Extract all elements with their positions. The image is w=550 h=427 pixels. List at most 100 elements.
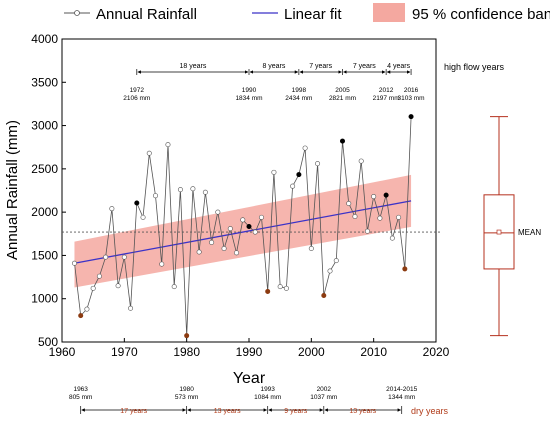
dry-interval-label: 13 years	[349, 408, 376, 415]
rainfall-point	[153, 193, 159, 199]
high-year-label: 1998	[292, 87, 307, 94]
x-axis: 1960 1970 1980 1990 2000 2010 2020	[49, 338, 450, 359]
dry-year-label: 1963	[73, 386, 88, 393]
rainfall-point	[252, 229, 258, 235]
high-interval-label: 7 years	[353, 63, 376, 70]
rainfall-point	[396, 214, 402, 220]
rainfall-point	[103, 254, 109, 260]
rainfall-point	[190, 186, 196, 192]
y-tick-label: 3500	[31, 75, 58, 89]
high-value-label: 2821 mm	[329, 95, 356, 102]
rainfall-point	[271, 169, 277, 175]
rainfall-point	[346, 200, 352, 206]
legend-rainfall-label: Annual Rainfall	[96, 6, 197, 23]
high-flow-label: high flow years	[444, 62, 505, 72]
y-axis-title: Annual Rainfall (mm)	[4, 120, 21, 260]
rainfall-point	[227, 226, 233, 232]
x-axis-title: Year	[233, 370, 266, 387]
rainfall-point	[171, 284, 177, 290]
dry-year-point	[265, 288, 271, 294]
high-flow-point	[296, 172, 302, 178]
dry-interval-label: 13 years	[214, 408, 241, 415]
x-tick-label: 1970	[111, 345, 138, 359]
high-year-label: 2005	[335, 87, 350, 94]
rainfall-point	[177, 187, 183, 193]
y-tick-label: 1000	[31, 292, 58, 306]
rainfall-point	[358, 158, 364, 164]
rainfall-point	[209, 239, 215, 245]
rainfall-point	[234, 250, 240, 256]
box-mean-marker	[496, 229, 502, 235]
y-tick-label: 3000	[31, 119, 58, 133]
y-tick-label: 2000	[31, 205, 58, 219]
boxplot: MEAN	[483, 116, 541, 337]
rainfall-point	[315, 161, 321, 167]
confidence-band	[74, 174, 412, 288]
high-interval-label: 18 years	[179, 63, 206, 70]
dry-year-label: 2014-2015	[386, 386, 417, 393]
rainfall-point	[90, 285, 96, 291]
dry-year-point	[184, 333, 190, 339]
dry-year-point	[402, 266, 408, 272]
rainfall-point	[240, 217, 246, 223]
high-value-label: 3103 mm	[398, 95, 425, 102]
rainfall-point	[277, 284, 283, 290]
rainfall-point	[84, 306, 90, 312]
rainfall-point	[364, 228, 370, 234]
high-year-label: 1990	[242, 87, 257, 94]
rainfall-point	[115, 283, 121, 289]
high-value-label: 2197 mm	[373, 95, 400, 102]
plot-layer	[62, 114, 440, 339]
y-axis: 500 1000 1500 2000 2500 3000 3500 4000	[31, 32, 66, 349]
box-iqr	[483, 194, 515, 270]
rainfall-point	[202, 189, 208, 195]
dry-years-label: dry years	[411, 406, 449, 416]
high-flow-point	[339, 138, 345, 144]
dry-year-point	[78, 313, 84, 319]
dry-interval-label: 9 years	[284, 408, 307, 415]
rainfall-point	[96, 273, 102, 279]
rainfall-point	[371, 194, 377, 200]
rainfall-point	[377, 215, 383, 221]
legend-band-swatch	[373, 3, 405, 22]
rainfall-point	[121, 254, 127, 260]
high-value-label: 2434 mm	[285, 95, 312, 102]
x-tick-label: 2020	[423, 345, 450, 359]
rainfall-point	[215, 209, 221, 215]
rainfall-point	[71, 260, 77, 266]
high-flow-point	[134, 200, 140, 206]
rainfall-point	[302, 145, 308, 151]
dry-year-label: 1980	[179, 386, 194, 393]
dry-year-label: 2002	[317, 386, 332, 393]
rainfall-point	[109, 206, 115, 212]
high-flow-point	[383, 192, 389, 198]
high-value-label: 2106 mm	[123, 95, 150, 102]
rainfall-point	[352, 213, 358, 219]
linear-fit-line	[74, 200, 412, 264]
legend-rainfall-marker	[74, 10, 80, 16]
dry-value-label: 1037 mm	[310, 394, 337, 401]
rainfall-point	[196, 249, 202, 255]
legend: Annual Rainfall Linear fit 95 % confiden…	[64, 3, 550, 23]
high-interval-label: 4 years	[387, 63, 410, 70]
rainfall-point	[165, 142, 171, 148]
high-flow-point	[246, 224, 252, 230]
y-tick-label: 4000	[31, 32, 58, 46]
dry-value-label: 1344 mm	[388, 394, 415, 401]
high-interval-label: 7 years	[309, 63, 332, 70]
rainfall-point	[128, 305, 134, 311]
box-mean-label: MEAN	[518, 228, 541, 237]
rainfall-point	[221, 246, 227, 252]
legend-band-label: 95 % confidence band	[412, 6, 550, 23]
rainfall-point	[146, 150, 152, 156]
rainfall-point	[333, 258, 339, 264]
rainfall-point	[283, 285, 289, 291]
x-tick-label: 2000	[298, 345, 325, 359]
x-tick-label: 1990	[236, 345, 263, 359]
rainfall-point	[140, 214, 146, 220]
high-year-label: 1972	[130, 87, 145, 94]
dry-year-point	[321, 293, 327, 299]
rainfall-point	[258, 214, 264, 220]
x-tick-label: 1980	[173, 345, 200, 359]
